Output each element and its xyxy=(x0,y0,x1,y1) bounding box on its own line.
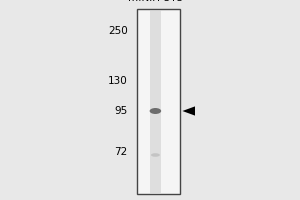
Text: m.NIH-3T3: m.NIH-3T3 xyxy=(128,0,183,3)
Ellipse shape xyxy=(151,153,160,157)
Text: 250: 250 xyxy=(108,26,127,36)
Bar xyxy=(136,9,180,194)
Text: 130: 130 xyxy=(108,76,127,86)
Text: 72: 72 xyxy=(114,147,128,157)
Polygon shape xyxy=(182,106,195,116)
Ellipse shape xyxy=(150,108,161,114)
Bar xyxy=(150,10,161,193)
Text: 95: 95 xyxy=(114,106,128,116)
